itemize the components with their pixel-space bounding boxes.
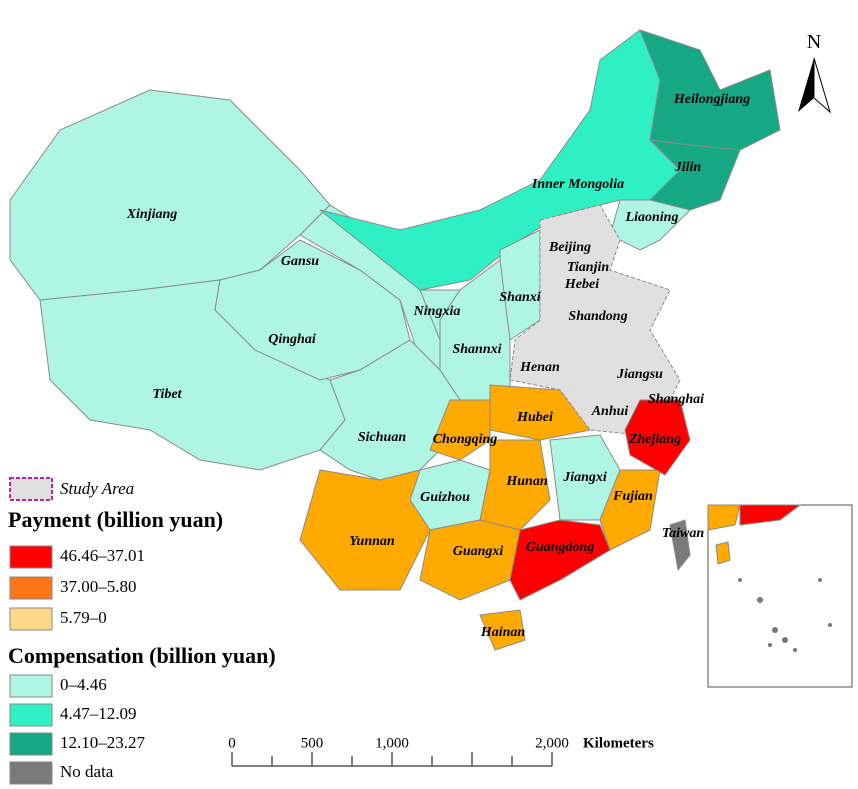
scale-unit: Kilometers xyxy=(583,735,654,751)
scale-bar: Kilometers 0 500 1,000 2,000 xyxy=(228,735,654,767)
province-label: Xinjiang xyxy=(126,207,178,222)
legend-swatch xyxy=(9,576,53,600)
legend-swatch xyxy=(9,732,53,756)
province-label: Hebei xyxy=(564,277,599,292)
legend-title: Payment (billion yuan) xyxy=(8,507,223,532)
province-shape xyxy=(479,609,526,651)
scale-label: 1,000 xyxy=(375,735,409,751)
legend-swatch xyxy=(9,761,53,785)
province-shape xyxy=(429,399,491,461)
north-arrow-shape xyxy=(813,57,831,114)
province-label: Chongqing xyxy=(433,432,498,447)
province-label: Inner Mongolia xyxy=(531,177,624,192)
inset-shape xyxy=(739,504,802,526)
province-label: Shanxi xyxy=(499,290,540,305)
province-label: Anhui xyxy=(591,404,629,419)
legend-label: 0–4.46 xyxy=(60,675,107,694)
scale-label: 0 xyxy=(228,735,236,751)
province-label: Beijing xyxy=(548,240,591,255)
legend-swatch xyxy=(9,703,53,727)
scale-label: 500 xyxy=(301,735,324,751)
inset xyxy=(707,504,853,688)
islands xyxy=(738,578,832,652)
legend-label: 4.47–12.09 xyxy=(60,704,137,723)
province-label: Tianjin xyxy=(567,260,609,275)
province-label: Henan xyxy=(519,360,560,375)
legend-swatch xyxy=(9,477,53,501)
province-label: Yunnan xyxy=(349,534,395,549)
province-label: Heilongjiang xyxy=(673,92,750,107)
province-label: Fujian xyxy=(612,489,653,504)
province-shape xyxy=(299,469,431,591)
legend-label: 37.00–5.80 xyxy=(60,577,137,596)
legend-title: Compensation (billion yuan) xyxy=(8,643,276,668)
province-shape xyxy=(319,339,461,481)
study-area-shape xyxy=(509,204,681,436)
province-label: Guizhou xyxy=(420,490,470,505)
province-label: Hainan xyxy=(480,625,526,640)
north-label: N xyxy=(807,31,821,53)
province-shape xyxy=(669,519,691,572)
province-label: Jilin xyxy=(674,160,702,175)
province-shape xyxy=(624,399,691,476)
province-label: Guangxi xyxy=(453,544,504,559)
legend-swatch xyxy=(9,674,53,698)
inset-shape xyxy=(715,541,731,565)
province-label: Shannxi xyxy=(452,342,501,357)
province-labels: Heilongjiang Jilin Inner Mongolia Liaoni… xyxy=(126,92,750,640)
legend-label: 5.79–0 xyxy=(60,608,107,627)
province-shape xyxy=(509,519,611,601)
legend-swatch xyxy=(9,607,53,631)
legend-label: Study Area xyxy=(60,479,134,498)
provinces xyxy=(9,29,781,651)
province-label: Taiwan xyxy=(662,526,704,541)
legend-label: 46.46–37.01 xyxy=(60,546,145,565)
north-arrow: N xyxy=(798,31,831,114)
province-label: Qinghai xyxy=(268,332,316,347)
province-label: Shanghai xyxy=(648,392,704,407)
province-shape xyxy=(489,384,591,441)
legend: Study Area Payment (billion yuan) Compen… xyxy=(8,477,276,785)
north-arrow-shape xyxy=(798,58,814,112)
inset-frame xyxy=(707,504,853,688)
scale-label: 2,000 xyxy=(535,735,569,751)
province-label: Shandong xyxy=(568,309,627,324)
inset-shape xyxy=(707,504,741,531)
province-label: Tibet xyxy=(152,387,182,402)
province-shape xyxy=(648,139,741,211)
province-shape xyxy=(599,469,661,551)
province-label: Sichuan xyxy=(358,430,406,445)
province-label: Jiangxi xyxy=(562,470,607,485)
province-label: Liaoning xyxy=(625,210,679,225)
province-label: Jiangsu xyxy=(616,367,663,382)
province-label: Ningxia xyxy=(413,304,461,319)
province-shape xyxy=(419,519,521,601)
province-label: Guangdong xyxy=(526,540,594,555)
legend-label: No data xyxy=(60,762,114,781)
province-label: Hubei xyxy=(516,410,553,425)
province-shape xyxy=(639,29,781,151)
province-label: Gansu xyxy=(281,254,319,269)
province-label: Zhejiang xyxy=(628,432,681,447)
province-label: Hunan xyxy=(505,474,547,489)
legend-swatch xyxy=(9,545,53,569)
legend-label: 12.10–23.27 xyxy=(60,733,146,752)
